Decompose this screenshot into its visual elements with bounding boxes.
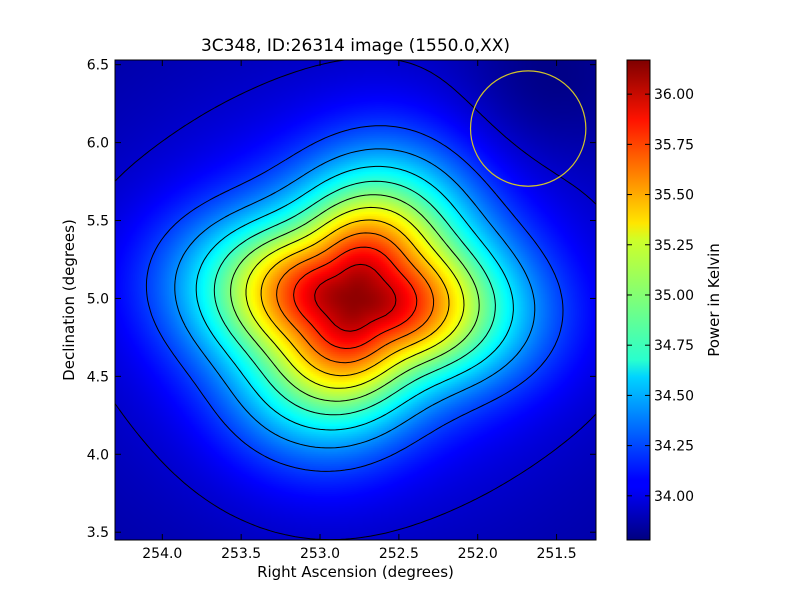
y-tick-label: 4.5 (87, 369, 109, 385)
contour-line (260, 219, 450, 377)
colorbar-gradient (627, 60, 650, 540)
contour-line (174, 148, 536, 449)
colorbar-tick-label: 35.50 (654, 188, 694, 204)
x-tick-label: 253.0 (300, 546, 340, 562)
contour-line (145, 125, 564, 472)
contour-line (195, 165, 514, 431)
y-tick-label: 3.5 (87, 525, 109, 541)
colorbar-tick-label: 36.00 (654, 87, 694, 103)
y-tick-label: 5.0 (87, 291, 109, 307)
x-tick-label: 252.0 (458, 546, 498, 562)
colorbar-ticks: 34.00 34.25 34.50 34.75 35.00 35.25 35.50 35.75… (627, 87, 694, 505)
colorbar-tick-label: 35.25 (654, 238, 694, 254)
colorbar: 34.00 34.25 34.50 34.75 35.00 35.25 35.50 35.75… (626, 59, 723, 541)
plot-frame (114, 59, 597, 541)
colorbar-tick-label: 35.75 (654, 137, 694, 153)
y-axis-label: Declination (degrees) (60, 219, 78, 381)
x-tick-label: 253.5 (221, 546, 261, 562)
colorbar-tick-label: 35.00 (654, 288, 694, 304)
x-tick-label: 251.5 (537, 546, 577, 562)
x-tick-label: 254.0 (142, 546, 182, 562)
y-tick-label: 5.5 (87, 214, 109, 230)
beam-circle (469, 70, 587, 187)
colorbar-frame (626, 59, 651, 541)
x-tick-label: 252.5 (379, 546, 419, 562)
x-axis-label: Right Ascension (degrees) (257, 563, 454, 581)
contour-lines (115, 60, 596, 540)
colorbar-label: Power in Kelvin (705, 243, 723, 357)
contour-line (293, 246, 418, 349)
colorbar-tick-label: 34.50 (654, 388, 694, 404)
colorbar-tick-label: 34.25 (654, 439, 694, 455)
contour-line (230, 194, 480, 402)
heatmap-image (115, 60, 596, 540)
x-axis-ticks: 254.0 253.5 253.0 252.5 252.0 251.5 (142, 60, 577, 562)
y-tick-label: 6.0 (87, 136, 109, 152)
y-axis-ticks: 3.5 4.0 4.5 5.0 5.5 6.0 6.5 (87, 58, 596, 541)
contour-line (314, 263, 397, 332)
contour-line (245, 206, 465, 389)
heatmap-plot: 254.0 253.5 253.0 252.5 252.0 251.5 3.5 4.0 4.5… (87, 58, 597, 562)
y-tick-label: 6.5 (87, 58, 109, 74)
colorbar-tick-label: 34.00 (654, 489, 694, 505)
colorbar-tick-label: 34.75 (654, 338, 694, 354)
contour-line (276, 232, 435, 364)
chart-title: 3C348, ID:26314 image (1550.0,XX) (201, 36, 510, 56)
contour-line (213, 180, 496, 416)
y-tick-label: 4.0 (87, 447, 109, 463)
